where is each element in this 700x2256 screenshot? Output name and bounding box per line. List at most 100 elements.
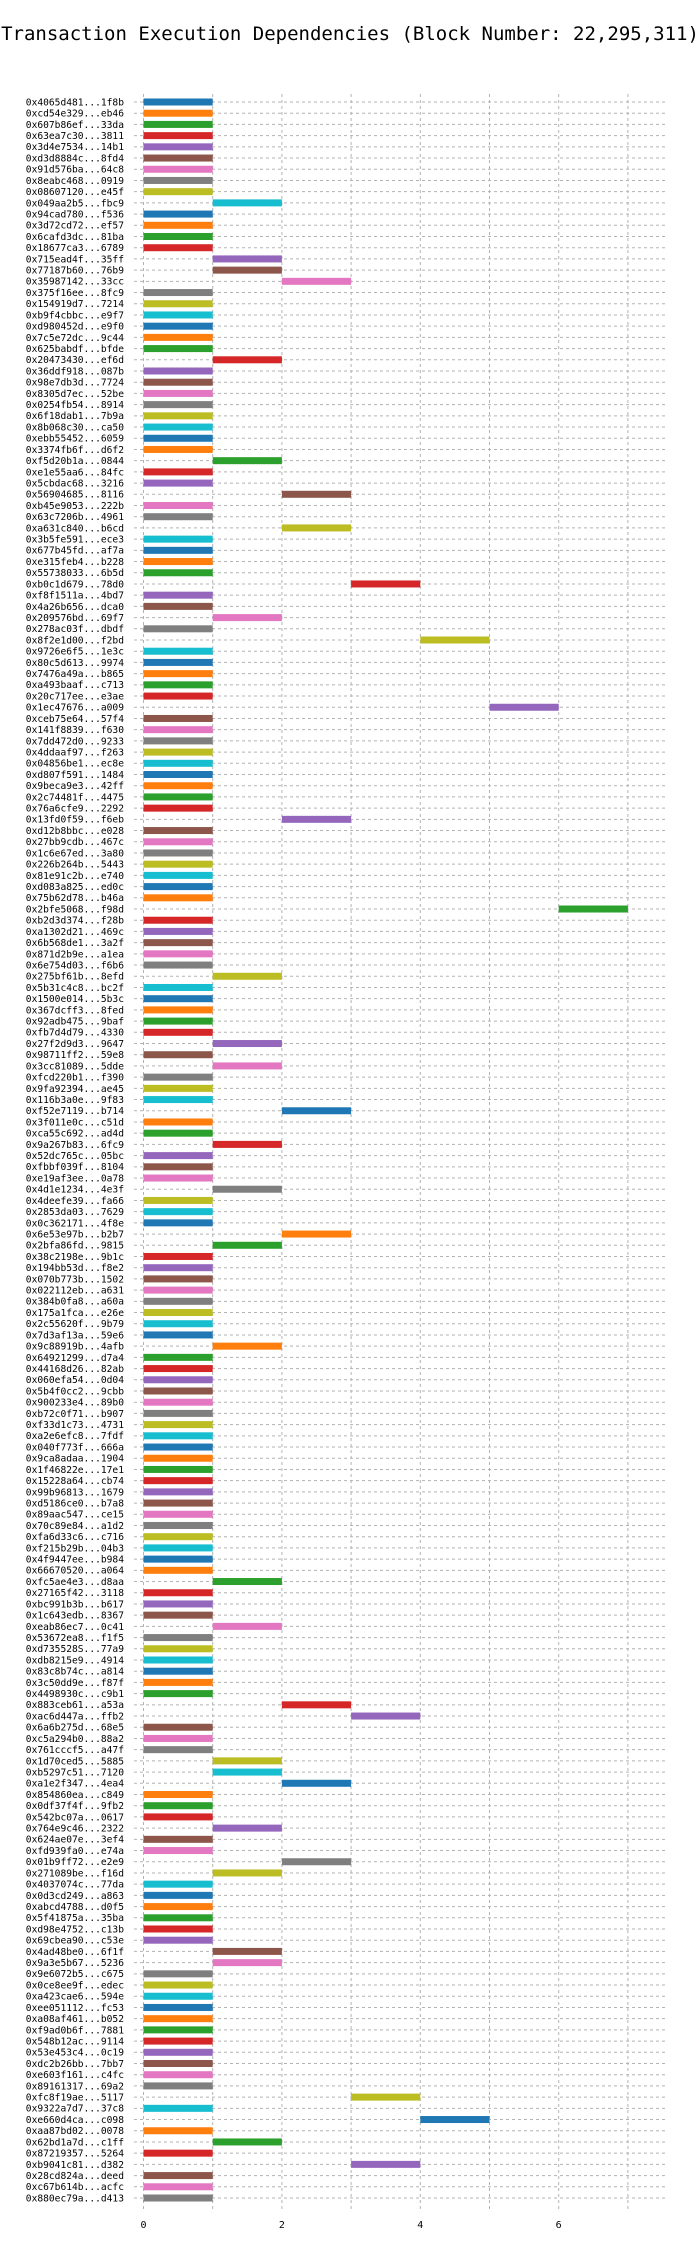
bar <box>143 244 213 252</box>
y-tick-label: 0x1d70ced5...5885 <box>26 1756 124 1767</box>
y-tick-label: 0xf5d20b1a...0844 <box>26 456 124 467</box>
bar <box>212 1768 282 1776</box>
bar <box>281 1701 352 1709</box>
bar <box>143 1690 213 1698</box>
y-tick-label: 0x022112eb...a631 <box>26 1286 124 1297</box>
bar <box>143 748 213 756</box>
bar <box>143 1936 213 1944</box>
bar <box>143 1723 213 1731</box>
bar <box>143 333 213 341</box>
y-tick-label: 0xf33d1c73...4731 <box>26 1420 124 1431</box>
bar <box>143 1051 213 1059</box>
bar <box>143 2059 213 2067</box>
bar <box>143 176 213 184</box>
bar <box>143 1656 213 1664</box>
bar <box>558 905 628 913</box>
bar <box>143 233 213 241</box>
y-tick-label: 0x36ddf918...087b <box>26 366 124 377</box>
bar <box>143 1409 213 1417</box>
bar <box>143 782 213 790</box>
y-tick-label: 0xb45e9053...222b <box>26 501 124 512</box>
bar <box>351 2160 421 2168</box>
bar <box>351 2093 421 2101</box>
bar <box>143 939 213 947</box>
y-tick-label: 0xa493baaf...c713 <box>26 680 124 691</box>
bar <box>212 1869 282 1877</box>
y-tick-label: 0xaa87bd02...0078 <box>26 2126 124 2137</box>
y-tick-label: 0x764e9c46...2322 <box>26 1824 124 1835</box>
y-tick-label: 0x5cbdac68...3216 <box>26 478 124 489</box>
bar <box>143 210 213 218</box>
bar <box>281 1230 352 1238</box>
bar <box>143 692 213 700</box>
y-tick-label: 0x66670520...a064 <box>26 1566 124 1577</box>
bar <box>143 602 213 610</box>
y-tick-label: 0x384b0fa8...a60a <box>26 1297 124 1308</box>
y-tick-label: 0x1c6e67ed...3a80 <box>26 848 124 859</box>
y-tick-label: 0x76a6cfe9...2292 <box>26 804 124 815</box>
grid-lines <box>134 94 668 2209</box>
y-tick-label: 0x62bd1a7d...c1ff <box>26 2137 124 2148</box>
bar <box>143 1073 213 1081</box>
y-tick-label: 0x08607120...e45f <box>26 187 124 198</box>
y-tick-label: 0x87219357...5264 <box>26 2149 124 2160</box>
y-tick-label: 0x0ce8ee9f...edec <box>26 1980 124 1991</box>
bar <box>143 591 213 599</box>
bar <box>143 558 213 566</box>
y-tick-label: 0xb9f4cbbc...e9f7 <box>26 310 124 321</box>
bar <box>143 1309 213 1317</box>
y-tick-label: 0xfc5ae4e3...d8aa <box>26 1577 124 1588</box>
chart-title: Transaction Execution Dependencies (Bloc… <box>1 23 699 45</box>
y-tick-label: 0x81e91c2b...e740 <box>26 871 124 882</box>
y-tick-label: 0x0254fb54...8914 <box>26 400 124 411</box>
bar <box>143 143 213 151</box>
bar <box>143 1275 213 1283</box>
y-tick-label: 0xeab86ec7...0c41 <box>26 1622 124 1633</box>
y-tick-label: 0x194bb53d...f8e2 <box>26 1263 124 1274</box>
bar <box>143 2194 213 2202</box>
bar <box>143 1600 213 1608</box>
bar <box>143 1970 213 1978</box>
bar <box>351 580 421 588</box>
y-tick-labels: 0x4065d481...1f8b0xcd54e329...eb460x607b… <box>26 97 124 2204</box>
bar <box>143 1734 213 1742</box>
bar <box>143 535 213 543</box>
y-tick-label: 0xee051112...fc53 <box>26 2003 124 2014</box>
y-tick-label: 0xa631c840...b6cd <box>26 523 124 534</box>
y-tick-label: 0x64921299...d7a4 <box>26 1353 124 1364</box>
bar <box>143 322 213 330</box>
y-tick-label: 0x226b264b...5443 <box>26 860 124 871</box>
bar <box>212 972 282 980</box>
bar <box>143 1129 213 1137</box>
bar <box>143 434 213 442</box>
y-tick-label: 0x070b773b...1502 <box>26 1274 124 1285</box>
bar <box>143 2127 213 2135</box>
y-tick-label: 0x9322a7d7...37c8 <box>26 2104 124 2115</box>
y-tick-label: 0xe19af3ee...0a78 <box>26 1173 124 1184</box>
y-tick-label: 0xdb8215e9...4914 <box>26 1655 124 1666</box>
bar <box>212 1342 282 1350</box>
bar <box>143 737 213 745</box>
bar <box>143 793 213 801</box>
y-tick-label: 0xc5a294b0...88a2 <box>26 1734 124 1745</box>
y-tick-label: 0x854860ea...c849 <box>26 1790 124 1801</box>
bar <box>143 1163 213 1171</box>
y-tick-label: 0x625babdf...bfde <box>26 344 124 355</box>
y-tick-label: 0xc67b614b...acfc <box>26 2182 124 2193</box>
y-tick-label: 0x77187b60...76b9 <box>26 266 124 277</box>
bar <box>143 771 213 779</box>
bar <box>143 2149 213 2157</box>
bar <box>143 1398 213 1406</box>
y-tick-label: 0x27f2d9d3...9647 <box>26 1039 124 1050</box>
bar <box>143 98 213 106</box>
y-tick-label: 0x27165f42...3118 <box>26 1588 124 1599</box>
y-tick-label: 0x99b96813...1679 <box>26 1487 124 1498</box>
bar <box>143 1847 213 1855</box>
bar <box>143 2026 213 2034</box>
y-tick-label: 0x2853da03...7629 <box>26 1207 124 1218</box>
y-tick-label: 0x4065d481...1f8b <box>26 97 124 108</box>
y-tick-label: 0x3cc81089...5dde <box>26 1061 124 1072</box>
y-tick-label: 0xd807f591...1484 <box>26 770 124 781</box>
y-tick-label: 0x80c5d613...9974 <box>26 658 124 669</box>
